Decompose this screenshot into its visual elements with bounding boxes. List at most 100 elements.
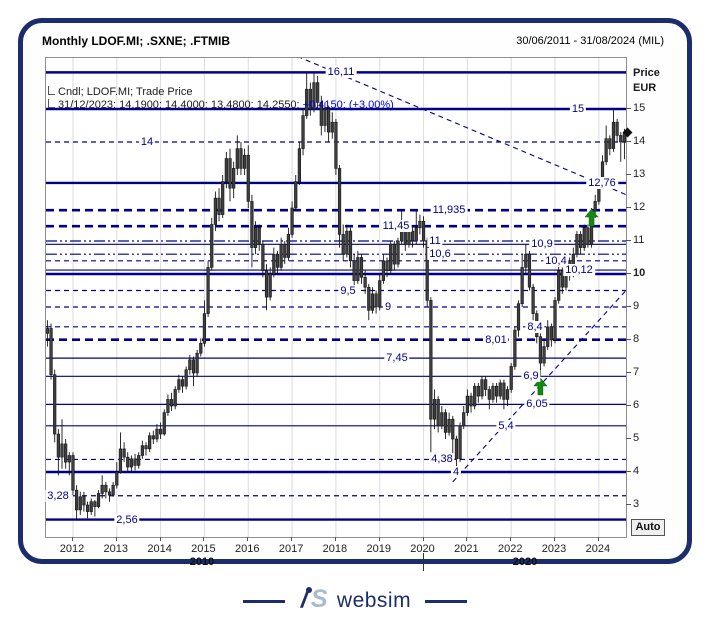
candle — [85, 504, 90, 512]
price-level-label: 8,4 — [525, 320, 545, 333]
candle — [560, 270, 564, 288]
price-tick-label: 14 — [633, 135, 646, 147]
title-bar: Monthly LDOF.MI; .SXNE; .FTMIB 30/06/201… — [42, 34, 672, 50]
candle — [173, 389, 177, 407]
auto-scale-button[interactable]: Auto — [631, 519, 665, 536]
brand-logo: / S websim — [0, 585, 710, 616]
candle — [345, 230, 349, 255]
candle — [210, 224, 214, 268]
candle — [454, 438, 459, 460]
candle — [232, 168, 236, 189]
candle — [148, 435, 152, 450]
candle — [367, 286, 371, 311]
candle — [414, 227, 418, 242]
candle — [239, 148, 243, 169]
candle — [553, 300, 557, 341]
candle — [385, 260, 389, 272]
candle — [425, 240, 429, 301]
candle — [578, 234, 583, 248]
price-level-label: 10,12 — [563, 264, 595, 277]
year-label: 2023 — [541, 543, 567, 555]
candle — [341, 234, 345, 255]
candle — [334, 121, 338, 169]
candle — [421, 220, 426, 242]
candle — [275, 253, 280, 268]
price-level-label: 6,9 — [521, 370, 541, 383]
price-level-label: 7,45 — [384, 352, 410, 365]
year-label: 2020 — [410, 543, 435, 555]
logo-right-rule — [425, 599, 468, 603]
candle — [184, 369, 188, 387]
candle — [290, 207, 294, 235]
candle — [462, 412, 466, 427]
candle — [465, 395, 469, 413]
candle — [56, 433, 60, 458]
candle — [509, 366, 513, 390]
candle — [593, 201, 597, 212]
price-tick-label: 7 — [633, 366, 640, 378]
price-tick-label: 9 — [633, 300, 640, 312]
candle — [228, 158, 232, 189]
candle — [268, 273, 272, 298]
candle — [305, 88, 309, 116]
price-tick-label: 10 — [633, 267, 646, 279]
candle — [531, 286, 535, 314]
legend-tree-icon — [48, 86, 55, 95]
price-level-label: 8,01 — [483, 333, 509, 346]
year-label: 2012 — [59, 543, 85, 555]
candle — [546, 326, 550, 347]
price-level-label: 12,76 — [586, 176, 618, 189]
candle — [356, 257, 360, 281]
price-level-label: 3,28 — [45, 489, 71, 502]
price-tick-label: 8 — [633, 333, 640, 345]
candle — [224, 158, 228, 182]
candle — [586, 227, 590, 245]
year-label: 2024 — [585, 543, 611, 555]
candle — [261, 244, 265, 272]
candle — [370, 293, 375, 311]
candle — [469, 395, 473, 407]
year-label: 2022 — [497, 543, 523, 555]
candle — [286, 234, 291, 258]
price-level-label: 10,4 — [543, 254, 569, 267]
candle — [498, 382, 502, 397]
candle — [279, 244, 283, 268]
candle — [410, 230, 415, 242]
candle — [202, 313, 207, 344]
candle — [447, 418, 451, 433]
price-tick-label: 11 — [633, 234, 645, 246]
candle — [301, 115, 305, 149]
candle — [217, 197, 221, 215]
price-level-label: 15 — [569, 103, 587, 115]
candlestick-chart — [46, 58, 626, 537]
price-tick-label: 4 — [633, 465, 640, 477]
candle — [359, 257, 364, 278]
chart-canvas[interactable]: 16,11 15 14 12,76 11,935 11,45 11 10,9 10,6 10,4 1… — [45, 57, 627, 538]
candle — [505, 389, 510, 400]
candle — [378, 280, 382, 308]
candle — [60, 443, 64, 458]
year-tick-mark — [510, 537, 512, 541]
price-tick-label: 6 — [633, 399, 640, 411]
year-tick-mark — [466, 537, 468, 541]
decade-separator — [423, 553, 424, 571]
candle — [257, 227, 261, 245]
candle — [432, 399, 437, 420]
candle — [75, 489, 79, 511]
candle — [502, 382, 506, 400]
candle — [272, 253, 276, 275]
candle — [396, 240, 400, 265]
candle — [253, 227, 258, 248]
candle — [177, 379, 181, 390]
candle — [473, 385, 477, 407]
candle — [82, 496, 86, 506]
price-tick-mark — [626, 108, 631, 109]
legend-ohlc-line: 31/12/2023; 14,1900; 14,4000; 13,4800; 1… — [58, 99, 394, 111]
candle — [133, 458, 137, 466]
price-tick-mark — [626, 273, 631, 274]
candle — [491, 385, 495, 400]
candle — [49, 328, 53, 375]
chart-title: Monthly LDOF.MI; .SXNE; .FTMIB — [42, 34, 230, 48]
decade-label-2020: 2020 — [512, 556, 538, 568]
year-label: 2017 — [278, 543, 304, 555]
